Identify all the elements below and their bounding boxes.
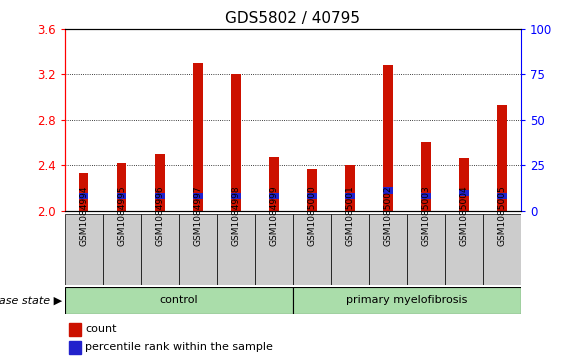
Bar — [269, 193, 279, 199]
Bar — [307, 193, 316, 199]
Bar — [421, 142, 431, 211]
Bar — [155, 193, 164, 199]
Bar — [293, 287, 521, 314]
Bar — [497, 105, 507, 211]
Bar — [141, 214, 179, 285]
Text: GSM1085001: GSM1085001 — [345, 185, 354, 246]
Bar — [497, 193, 507, 199]
Bar — [79, 193, 88, 199]
Bar — [117, 193, 127, 199]
Bar — [331, 214, 369, 285]
Bar — [407, 214, 445, 285]
Text: GSM1084998: GSM1084998 — [231, 185, 240, 246]
Bar — [79, 173, 88, 211]
Text: GSM1085000: GSM1085000 — [307, 185, 316, 246]
Bar — [117, 163, 127, 211]
Text: percentile rank within the sample: percentile rank within the sample — [85, 342, 273, 352]
Text: GSM1085002: GSM1085002 — [383, 185, 392, 246]
Bar — [269, 157, 279, 211]
Bar — [421, 193, 431, 199]
Bar — [179, 214, 217, 285]
Text: GSM1085005: GSM1085005 — [497, 185, 506, 246]
Bar — [231, 74, 240, 211]
Text: GSM1084995: GSM1084995 — [117, 185, 126, 246]
Bar — [383, 65, 392, 211]
Text: primary myelofibrosis: primary myelofibrosis — [346, 295, 467, 305]
Bar — [459, 189, 468, 196]
Text: GSM1085004: GSM1085004 — [459, 185, 468, 246]
Bar — [369, 214, 406, 285]
Bar — [293, 214, 331, 285]
Text: GSM1084999: GSM1084999 — [269, 185, 278, 246]
Bar — [383, 187, 392, 193]
Bar — [69, 341, 81, 354]
Text: GSM1084994: GSM1084994 — [79, 185, 88, 246]
Bar — [155, 154, 164, 211]
Text: GSM1085003: GSM1085003 — [421, 185, 430, 246]
Bar — [103, 214, 141, 285]
Bar — [254, 214, 293, 285]
Text: disease state ▶: disease state ▶ — [0, 295, 62, 305]
Bar — [217, 214, 254, 285]
Text: control: control — [159, 295, 198, 305]
Title: GDS5802 / 40795: GDS5802 / 40795 — [225, 12, 360, 26]
Text: count: count — [85, 324, 117, 334]
Bar — [65, 214, 103, 285]
Bar — [65, 287, 293, 314]
Bar — [307, 168, 316, 211]
Bar — [445, 214, 483, 285]
Bar — [483, 214, 521, 285]
Text: GSM1084996: GSM1084996 — [155, 185, 164, 246]
Bar — [459, 158, 468, 211]
Bar — [231, 193, 240, 199]
Bar — [193, 63, 203, 211]
Bar — [193, 193, 203, 199]
Text: GSM1084997: GSM1084997 — [193, 185, 202, 246]
Bar — [345, 193, 355, 199]
Bar — [69, 323, 81, 336]
Bar — [345, 165, 355, 211]
